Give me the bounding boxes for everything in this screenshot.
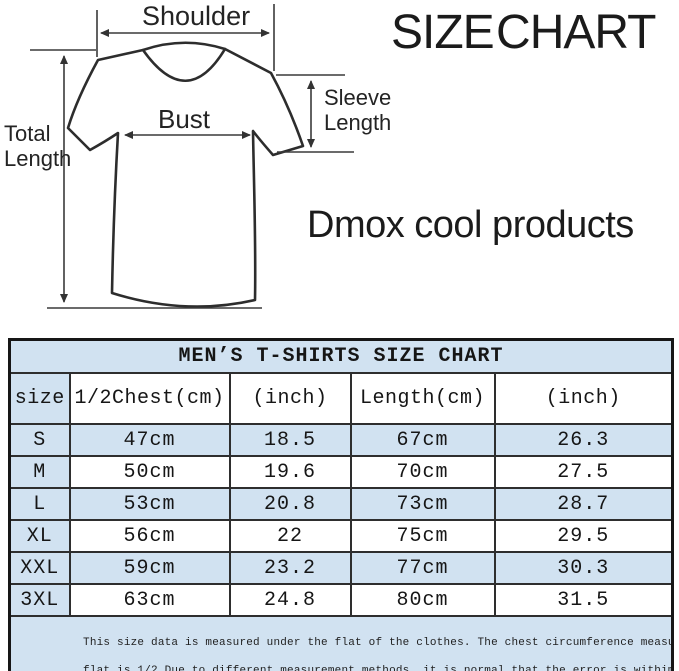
size-cell: L	[8, 487, 71, 521]
value-cell: 77cm	[349, 551, 496, 585]
size-cell: S	[8, 423, 71, 457]
shoulder-label: Shoulder	[142, 1, 251, 31]
column-header-length-inch: (inch)	[493, 372, 674, 425]
sleeve-length-label-line1: Sleeve	[324, 85, 392, 110]
value-cell: 67cm	[349, 423, 496, 457]
total-length-label-line2: Length	[4, 146, 72, 171]
value-cell: 29.5	[493, 519, 674, 553]
size-cell: XXL	[8, 551, 71, 585]
value-cell: 75cm	[349, 519, 496, 553]
tshirt-measurement-diagram	[30, 4, 354, 309]
value-cell: 28.7	[493, 487, 674, 521]
brand-text: Dmox cool products	[307, 204, 634, 246]
value-cell: 63cm	[68, 583, 231, 617]
total-length-label: Total Length	[4, 121, 71, 171]
table-row-m: M 50cm 19.6 70cm 27.5	[8, 455, 674, 489]
sleeve-length-label-line2: Length	[324, 110, 392, 135]
table-title: MEN’S T-SHIRTS SIZE CHART	[8, 338, 674, 374]
table-row-3xl: 3XL 63cm 24.8 80cm 31.5	[8, 583, 674, 617]
value-cell: 23.2	[228, 551, 352, 585]
value-cell: 26.3	[493, 423, 674, 457]
value-cell: 22	[228, 519, 352, 553]
value-cell: 20.8	[228, 487, 352, 521]
table-note-line2: flat is 1/2.Due to different measurement…	[83, 665, 673, 671]
sleeve-length-label: Sleeve Length	[324, 85, 391, 135]
value-cell: 50cm	[68, 455, 231, 489]
value-cell: 59cm	[68, 551, 231, 585]
table-row-xxl: XXL 59cm 23.2 77cm 30.3	[8, 551, 674, 585]
table-header-row: size 1/2Chest(cm) (inch) Length(cm) (inc…	[8, 372, 674, 425]
collar-line	[141, 47, 227, 83]
value-cell: 53cm	[68, 487, 231, 521]
table-row-xl: XL 56cm 22 75cm 29.5	[8, 519, 674, 553]
table-title-row: MEN’S T-SHIRTS SIZE CHART	[8, 338, 674, 374]
size-cell: 3XL	[8, 583, 71, 617]
value-cell: 31.5	[493, 583, 674, 617]
table-note: This size data is measured under the fla…	[8, 615, 674, 671]
table-note-row: This size data is measured under the fla…	[8, 615, 674, 671]
size-cell: M	[8, 455, 71, 489]
total-length-label-line1: Total	[4, 121, 51, 146]
value-cell: 80cm	[349, 583, 496, 617]
page-title: SIZE CHART	[391, 6, 656, 59]
value-cell: 18.5	[228, 423, 352, 457]
size-cell: XL	[8, 519, 71, 553]
value-cell: 27.5	[493, 455, 674, 489]
column-header-length-cm: Length(cm)	[349, 372, 496, 425]
value-cell: 73cm	[349, 487, 496, 521]
size-table: MEN’S T-SHIRTS SIZE CHART size 1/2Chest(…	[8, 338, 675, 671]
table-row-l: L 53cm 20.8 73cm 28.7	[8, 487, 674, 521]
table-note-line1: This size data is measured under the fla…	[83, 637, 670, 649]
bust-label: Bust	[158, 104, 211, 134]
value-cell: 24.8	[228, 583, 352, 617]
shirt-outline	[66, 41, 305, 308]
value-cell: 30.3	[493, 551, 674, 585]
column-header-half-chest-cm: 1/2Chest(cm)	[68, 372, 231, 425]
value-cell: 47cm	[68, 423, 231, 457]
column-header-chest-inch: (inch)	[228, 372, 352, 425]
value-cell: 56cm	[68, 519, 231, 553]
column-header-size: size	[8, 372, 71, 425]
value-cell: 70cm	[349, 455, 496, 489]
value-cell: 19.6	[228, 455, 352, 489]
table-row-s: S 47cm 18.5 67cm 26.3	[8, 423, 674, 457]
